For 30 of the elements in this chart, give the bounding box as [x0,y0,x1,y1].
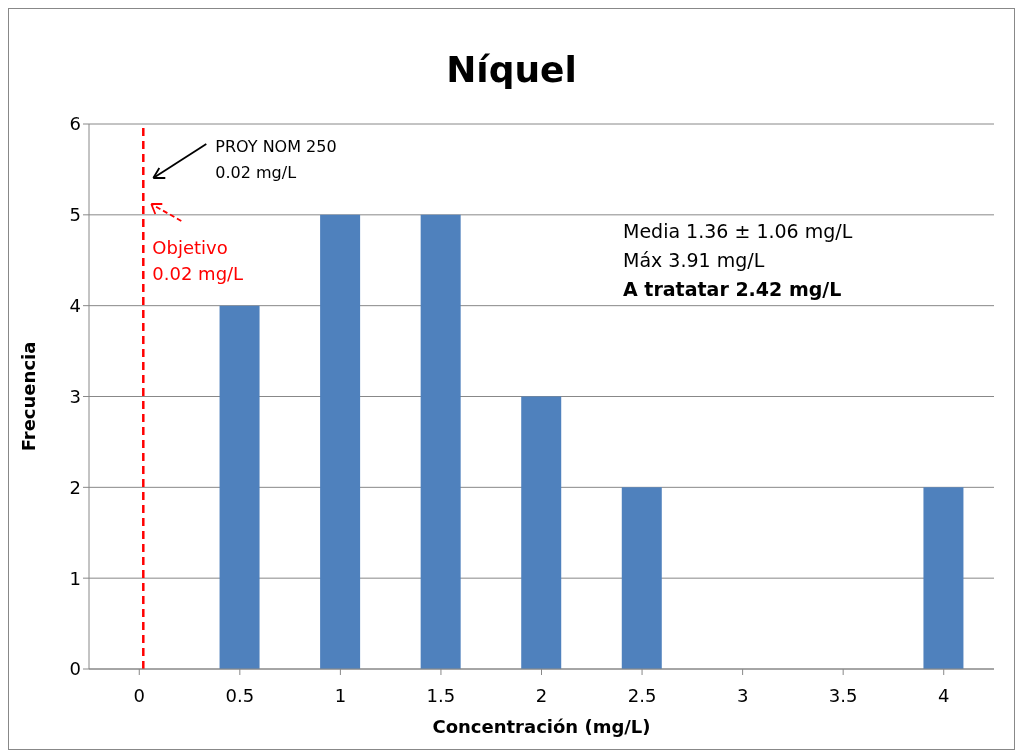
bar [320,214,361,669]
bar [621,487,662,669]
x-tick-label: 1.5 [426,684,456,706]
x-tick-label: 4 [938,684,950,706]
x-tick-label: 0.5 [225,684,255,706]
bar [420,214,461,669]
x-tick-label: 0 [133,684,145,706]
y-tick-label: 2 [69,476,81,498]
x-axis-title: Concentración (mg/L) [432,716,651,737]
y-tick-label: 6 [69,113,81,135]
y-tick-label: 0 [69,658,81,680]
x-tick-label: 1 [334,684,347,706]
annotation: Media 1.36 ± 1.06 mg/L [623,219,853,244]
x-tick-label: 3.5 [828,684,858,706]
bar [219,305,260,669]
y-tick-label: 4 [69,295,81,317]
bar [521,396,562,669]
x-tick-label: 3 [736,684,749,706]
y-tick-label: 1 [69,567,81,589]
y-tick-label: 3 [69,385,81,407]
annotation: A tratatar 2.42 mg/L [623,277,843,302]
chart-title: Níquel [445,49,578,90]
ref-line-label: Objetivo 0.02 mg/L [152,237,244,284]
annotation: PROY NOM 250 0.02 mg/L [215,137,337,182]
annotation: Máx 3.91 mg/L [623,248,766,273]
x-tick-label: 2 [535,684,548,706]
y-axis-title: Frecuencia [18,341,40,452]
y-tick-label: 5 [69,204,81,226]
bar [923,487,964,669]
x-tick-label: 2.5 [627,684,657,706]
